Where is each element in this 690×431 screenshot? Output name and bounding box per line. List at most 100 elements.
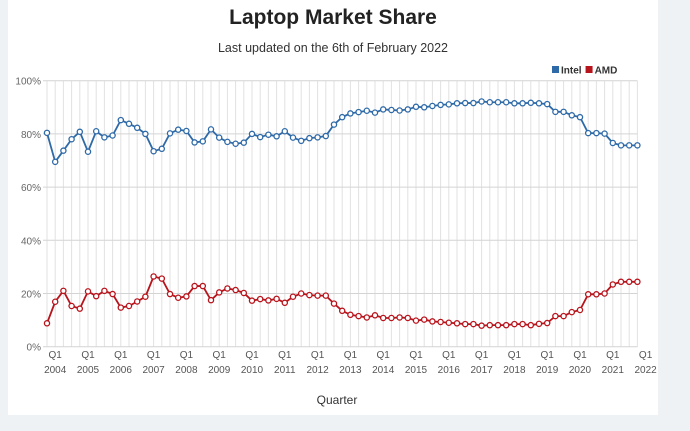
- x-tick-quarter-label: Q1: [508, 350, 522, 361]
- intel-data-point: [568, 112, 576, 119]
- amd-data-point: [101, 287, 108, 295]
- intel-data-point: [601, 130, 608, 137]
- intel-data-point: [363, 107, 371, 115]
- intel-data-point: [453, 100, 461, 107]
- intel-data-point: [51, 158, 59, 166]
- x-tick-year-label: 2017: [470, 365, 493, 376]
- x-tick-year-label: 2013: [339, 365, 362, 376]
- amd-data-point: [224, 285, 231, 292]
- intel-data-point: [191, 139, 198, 146]
- amd-data-point: [347, 311, 354, 319]
- x-tick-year-label: 2006: [110, 365, 133, 376]
- intel-data-point: [576, 113, 584, 121]
- x-tick-year-label: 2014: [372, 365, 395, 376]
- amd-data-point: [461, 320, 469, 328]
- intel-data-point: [330, 121, 338, 128]
- intel-data-point: [355, 108, 362, 116]
- amd-data-point: [535, 320, 543, 328]
- x-tick-quarter-label: Q1: [409, 350, 423, 361]
- amd-data-point: [412, 317, 420, 324]
- intel-data-point: [388, 106, 395, 114]
- amd-data-point: [43, 320, 51, 327]
- amd-data-point: [634, 278, 641, 286]
- amd-data-point: [429, 318, 436, 325]
- amd-data-point: [240, 289, 248, 297]
- intel-data-point: [338, 113, 346, 121]
- amd-data-point: [265, 297, 272, 304]
- amd-data-point: [601, 290, 608, 297]
- amd-data-point: [215, 289, 223, 296]
- intel-data-point: [60, 147, 67, 154]
- amd-data-point: [478, 322, 485, 329]
- amd-data-point: [51, 298, 59, 305]
- amd-data-point: [552, 312, 559, 320]
- x-tick-quarter-label: Q1: [311, 350, 325, 361]
- x-tick-year-label: 2020: [569, 365, 592, 376]
- x-tick-quarter-label: Q1: [114, 350, 128, 361]
- amd-data-point: [404, 314, 412, 322]
- intel-data-point: [543, 100, 551, 108]
- intel-data-point: [314, 134, 321, 141]
- intel-data-point: [478, 98, 485, 105]
- x-tick-quarter-label: Q1: [278, 350, 292, 361]
- amd-data-point: [60, 287, 67, 295]
- intel-data-point: [461, 99, 469, 107]
- x-tick-quarter-label: Q1: [49, 350, 63, 361]
- intel-data-point: [240, 139, 248, 146]
- intel-data-point: [281, 127, 289, 135]
- y-tick-label: 20%: [21, 290, 41, 301]
- amd-data-point: [396, 314, 403, 321]
- amd-data-point: [133, 298, 141, 305]
- intel-data-point: [470, 99, 477, 107]
- amd-data-point: [355, 312, 362, 320]
- amd-data-point: [232, 286, 239, 294]
- x-tick-year-label: 2016: [438, 365, 461, 376]
- amd-data-point: [445, 319, 453, 327]
- intel-data-point: [76, 128, 84, 136]
- amd-data-point: [511, 320, 518, 328]
- intel-data-point: [437, 101, 444, 109]
- amd-data-point: [76, 305, 84, 312]
- intel-data-point: [256, 133, 264, 141]
- intel-data-point: [43, 129, 51, 137]
- amd-data-point: [593, 291, 600, 298]
- intel-data-point: [593, 129, 600, 137]
- intel-data-point: [232, 140, 239, 147]
- intel-data-point: [396, 107, 403, 114]
- intel-data-point: [297, 137, 305, 145]
- intel-data-point: [68, 135, 75, 143]
- x-tick-year-label: 2018: [503, 365, 526, 376]
- amd-legend-swatch: [585, 66, 593, 73]
- amd-data-point: [437, 318, 444, 326]
- intel-legend-label: Intel: [561, 66, 582, 77]
- intel-data-point: [511, 100, 518, 107]
- amd-data-point: [371, 312, 379, 319]
- amd-data-point: [322, 292, 330, 299]
- amd-data-point: [568, 308, 576, 316]
- intel-data-point: [371, 109, 379, 116]
- intel-data-point: [224, 138, 231, 146]
- amd-data-point: [174, 294, 182, 302]
- intel-data-point: [199, 138, 207, 145]
- amd-data-point: [420, 316, 428, 323]
- amd-data-point: [388, 314, 395, 322]
- amd-data-point: [273, 295, 280, 303]
- intel-data-point: [92, 127, 100, 135]
- intel-data-point: [215, 134, 223, 141]
- amd-data-point: [609, 281, 617, 288]
- x-tick-quarter-label: Q1: [81, 350, 95, 361]
- x-tick-year-label: 2022: [634, 365, 657, 376]
- intel-legend-swatch: [552, 66, 559, 73]
- intel-data-point: [207, 126, 215, 133]
- x-tick-quarter-label: Q1: [344, 350, 358, 361]
- intel-data-point: [527, 99, 535, 107]
- intel-data-point: [609, 139, 617, 147]
- x-tick-year-label: 2010: [241, 365, 264, 376]
- amd-data-point: [68, 302, 75, 310]
- x-tick-quarter-label: Q1: [442, 350, 456, 361]
- amd-data-point: [191, 282, 198, 290]
- x-tick-quarter-label: Q1: [245, 350, 259, 361]
- amd-data-point: [256, 295, 264, 303]
- amd-data-point: [543, 319, 551, 327]
- intel-data-point: [125, 120, 133, 128]
